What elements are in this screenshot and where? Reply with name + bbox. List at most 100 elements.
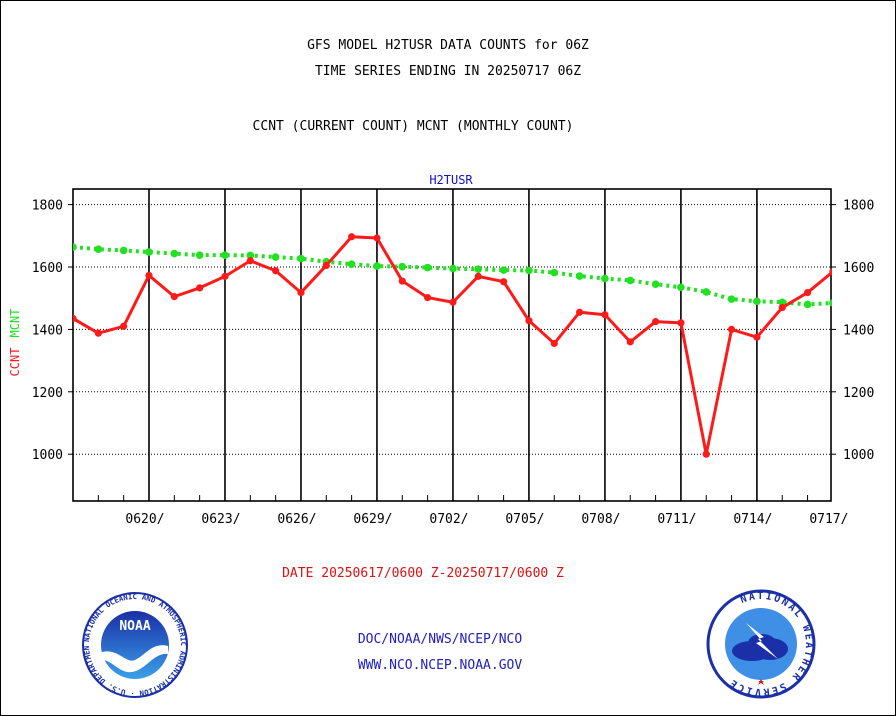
y-tick-label-right: 1000 bbox=[843, 448, 874, 463]
data-point-mcnt bbox=[651, 280, 660, 288]
panel-title: H2TUSR bbox=[429, 173, 473, 187]
chart-title-line-1: GFS MODEL H2TUSR DATA COUNTS for 06Z bbox=[307, 38, 589, 53]
x-tick-label: 0714/ bbox=[733, 512, 772, 527]
data-point-ccnt bbox=[778, 303, 786, 312]
data-point-ccnt bbox=[500, 278, 508, 286]
y-tick-label-left: 1200 bbox=[32, 386, 63, 401]
chart-title-line-3: CCNT (CURRENT COUNT) MCNT (MONTHLY COUNT… bbox=[252, 119, 574, 134]
chart-title-line-2: TIME SERIES ENDING IN 20250717 06Z bbox=[314, 64, 582, 79]
data-point-ccnt bbox=[753, 333, 761, 341]
x-tick-label: 0717/ bbox=[809, 512, 848, 527]
x-tick-label: 0620/ bbox=[125, 512, 164, 527]
data-point-ccnt bbox=[373, 234, 381, 242]
series-mcnt bbox=[73, 243, 832, 309]
data-point-ccnt bbox=[702, 450, 710, 458]
data-point-ccnt bbox=[221, 272, 229, 280]
data-point-ccnt bbox=[424, 293, 432, 302]
data-point-mcnt bbox=[297, 254, 305, 263]
data-point-ccnt bbox=[145, 271, 153, 280]
data-point-ccnt bbox=[348, 233, 356, 241]
grid-layer bbox=[73, 189, 831, 501]
data-point-mcnt bbox=[474, 265, 483, 273]
data-point-mcnt bbox=[195, 251, 204, 259]
data-point-ccnt bbox=[170, 293, 178, 301]
data-point-mcnt bbox=[727, 295, 736, 303]
data-point-mcnt bbox=[145, 248, 153, 256]
data-point-mcnt bbox=[119, 246, 128, 255]
y-tick-label-left: 1400 bbox=[32, 323, 63, 338]
data-point-ccnt bbox=[601, 311, 609, 319]
data-point-mcnt bbox=[449, 264, 457, 273]
y-axis-label-ccnt: CCNT bbox=[8, 348, 22, 377]
data-point-mcnt bbox=[525, 266, 533, 275]
data-point-ccnt bbox=[73, 314, 77, 323]
data-point-mcnt bbox=[575, 272, 584, 280]
x-tick-label: 0702/ bbox=[429, 512, 468, 527]
series-layer bbox=[73, 233, 832, 458]
x-tick-label: 0623/ bbox=[201, 512, 240, 527]
series-ccnt bbox=[73, 233, 832, 458]
y-tick-label-right: 1200 bbox=[843, 386, 874, 401]
data-point-mcnt bbox=[753, 297, 761, 306]
data-point-mcnt bbox=[94, 245, 103, 254]
x-tick-label: 0629/ bbox=[353, 512, 392, 527]
data-point-ccnt bbox=[120, 322, 128, 330]
y-tick-label-right: 1600 bbox=[843, 261, 874, 276]
y-tick-label-left: 1000 bbox=[32, 448, 63, 463]
data-point-ccnt bbox=[626, 338, 634, 346]
y-tick-label-left: 1600 bbox=[32, 261, 63, 276]
data-point-ccnt bbox=[727, 325, 736, 333]
data-point-mcnt bbox=[803, 300, 812, 309]
y-tick-label-right: 1800 bbox=[843, 199, 874, 214]
x-tick-label: 0711/ bbox=[657, 512, 696, 527]
data-point-ccnt bbox=[829, 268, 832, 276]
data-point-ccnt bbox=[651, 318, 660, 326]
plot-border bbox=[72, 188, 832, 502]
data-point-ccnt bbox=[576, 308, 584, 316]
noaa-logo: NATIONAL OCEANIC AND ATMOSPHERIC ADMINIS… bbox=[80, 590, 188, 698]
data-point-ccnt bbox=[525, 317, 533, 325]
data-point-mcnt bbox=[373, 262, 381, 270]
data-point-ccnt bbox=[449, 298, 457, 306]
data-point-ccnt bbox=[297, 288, 305, 297]
data-point-ccnt bbox=[272, 267, 280, 275]
data-point-mcnt bbox=[601, 274, 609, 283]
y-tick-label-right: 1400 bbox=[843, 323, 874, 338]
data-point-ccnt bbox=[246, 257, 254, 265]
data-point-mcnt bbox=[347, 260, 356, 268]
data-point-ccnt bbox=[803, 288, 812, 297]
data-point-mcnt bbox=[73, 243, 77, 251]
y-tick-label-left: 1800 bbox=[32, 199, 63, 214]
axis-layer bbox=[68, 188, 836, 502]
data-point-mcnt bbox=[398, 262, 407, 271]
data-point-mcnt bbox=[626, 276, 635, 285]
data-point-ccnt bbox=[322, 261, 330, 270]
website-link[interactable]: WWW.NCO.NCEP.NOAA.GOV bbox=[357, 658, 523, 673]
data-point-mcnt bbox=[677, 283, 685, 292]
nws-logo: NATIONAL WEATHER SERVICE bbox=[706, 589, 816, 699]
y-axis-label-mcnt: MCNT bbox=[8, 309, 22, 338]
data-point-mcnt bbox=[778, 298, 787, 307]
data-point-mcnt bbox=[499, 266, 508, 274]
x-tick-label: 0705/ bbox=[505, 512, 544, 527]
data-point-mcnt bbox=[829, 299, 832, 307]
data-point-ccnt bbox=[474, 272, 482, 280]
data-point-ccnt bbox=[94, 329, 102, 337]
x-tick-label: 0626/ bbox=[277, 512, 316, 527]
data-point-ccnt bbox=[398, 277, 406, 285]
data-point-mcnt bbox=[702, 288, 711, 296]
noaa-center-text: NOAA bbox=[119, 619, 150, 634]
date-range-label: DATE 20250617/0600 Z-20250717/0600 Z bbox=[282, 566, 564, 581]
x-tick-label: 0708/ bbox=[581, 512, 620, 527]
data-point-ccnt bbox=[196, 284, 204, 292]
data-point-mcnt bbox=[246, 251, 255, 260]
label-layer: 1000 1000 1200 1200 1400 1400 1600 1600 1800 1800… bbox=[8, 173, 874, 527]
data-point-mcnt bbox=[423, 263, 432, 272]
data-point-mcnt bbox=[271, 253, 280, 261]
data-point-ccnt bbox=[677, 319, 685, 327]
data-point-ccnt bbox=[550, 339, 558, 348]
data-point-mcnt bbox=[550, 268, 559, 277]
data-point-mcnt bbox=[170, 249, 179, 258]
org-path-link[interactable]: DOC/NOAA/NWS/NCEP/NCO bbox=[357, 632, 523, 647]
